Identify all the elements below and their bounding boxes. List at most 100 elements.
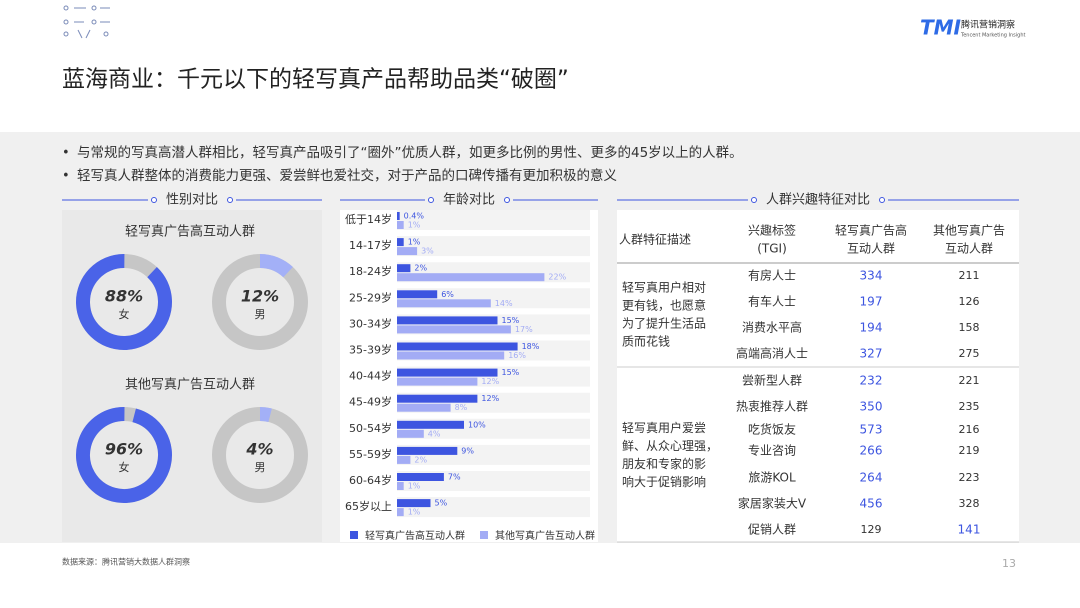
bar (397, 238, 404, 247)
bar (397, 299, 491, 308)
value-label: 12% (481, 377, 499, 386)
donut-label: 88% (105, 287, 143, 306)
interest-tag: 高端高消人士 (736, 346, 808, 361)
tgi-value: 129 (861, 523, 882, 536)
y-tick-label: 35-39岁 (349, 343, 392, 357)
value-label: 0.4% (404, 212, 425, 221)
value-label: 8% (455, 403, 468, 412)
bar (397, 351, 505, 360)
y-tick-label: 25-29岁 (349, 290, 392, 304)
interest-tag: 促销人群 (748, 523, 796, 537)
bar (397, 290, 438, 299)
row-stripe (397, 497, 590, 518)
y-tick-label: 18-24岁 (349, 264, 392, 278)
group-description: 轻写真用户爱尝 (622, 420, 706, 435)
y-tick-label: 低于14岁 (345, 212, 392, 226)
donut-arc (212, 254, 308, 350)
interest-tag: 消费水平高 (742, 320, 802, 335)
tgi-value: 197 (860, 295, 883, 309)
interest-tag: 有车人士 (748, 294, 796, 309)
donut-label: 96% (105, 440, 143, 459)
bar (397, 508, 404, 517)
row-stripe (397, 210, 590, 230)
value-label: 12% (481, 394, 499, 403)
bar (397, 403, 451, 412)
donut-arc (212, 407, 308, 503)
tgi-value: 275 (959, 347, 980, 360)
tgi-value: 235 (959, 400, 980, 413)
bar (397, 212, 400, 220)
tgi-value: 158 (959, 321, 980, 334)
section-gap (147, 192, 237, 208)
legend-label: 轻写真广告高互动人群 (365, 529, 465, 542)
bar (397, 377, 478, 386)
bar (397, 368, 498, 377)
interest-tag: 热衷推荐人群 (736, 399, 808, 414)
bar (397, 473, 444, 481)
value-label: 15% (502, 316, 520, 325)
tgi-value: 223 (959, 471, 980, 484)
group-description: 为了提升生活品 (622, 316, 706, 331)
bar (397, 316, 498, 325)
section-gap (424, 192, 514, 208)
tgi-value: 141 (958, 523, 981, 537)
section-dot (427, 197, 434, 203)
section-title: 性别对比 (166, 193, 218, 208)
donut-category: 男 (255, 308, 266, 321)
tgi-value: 327 (860, 347, 883, 361)
section-gap (747, 192, 889, 208)
y-tick-label: 50-54岁 (349, 421, 392, 435)
tgi-value: 264 (860, 471, 883, 485)
y-tick-label: 65岁以上 (345, 499, 392, 513)
value-label: 18% (522, 342, 540, 351)
donut-label: 4% (245, 440, 273, 459)
donut-arc (76, 407, 172, 503)
interest-tag: 有房人士 (748, 268, 796, 283)
y-tick-label: 55-59岁 (349, 447, 392, 461)
bar (397, 247, 418, 256)
donut-category: 女 (119, 307, 130, 321)
y-tick-label: 45-49岁 (349, 395, 392, 409)
value-label: 1% (408, 508, 421, 517)
group-description: 更有钱，也愿意 (622, 298, 706, 313)
table-panel (617, 210, 1019, 542)
value-label: 1% (408, 221, 421, 230)
group-description: 质而花钱 (622, 334, 670, 349)
column-header: 其他写真广告 (933, 224, 1005, 238)
value-label: 1% (408, 238, 421, 247)
legend-swatch (350, 531, 358, 539)
value-label: 5% (435, 499, 448, 508)
interest-tag: 旅游KOL (748, 471, 796, 485)
value-label: 17% (515, 325, 533, 334)
column-header: 人群特征描述 (619, 232, 691, 247)
bullet-dot: • (62, 169, 70, 184)
section-dot (227, 197, 234, 203)
tgi-value: 328 (959, 497, 980, 510)
section-dot (150, 197, 157, 203)
value-label: 6% (441, 290, 454, 299)
section-dot (504, 197, 511, 203)
tgi-value: 350 (860, 400, 883, 414)
value-label: 2% (414, 264, 427, 273)
value-label: 2% (414, 455, 427, 464)
value-label: 14% (495, 299, 513, 308)
pie-title: 其他写真广告互动人群 (125, 378, 255, 393)
tgi-value: 334 (860, 269, 883, 283)
bar (397, 455, 411, 464)
page-title: 蓝海商业：千元以下的轻写真产品帮助品类“破圈” (62, 67, 569, 93)
interest-tag: 尝新型人群 (742, 373, 802, 388)
bullet: 与常规的写真高潜人群相比，轻写真产品吸引了“圈外”优质人群，如更多比例的男性、更… (77, 144, 743, 161)
donut-category: 女 (119, 460, 130, 474)
bar (397, 499, 431, 508)
y-tick-label: 14-17岁 (349, 238, 392, 252)
bar (397, 420, 464, 429)
bullet-dot: • (62, 146, 70, 161)
y-tick-label: 40-44岁 (349, 369, 392, 383)
bar (397, 446, 458, 455)
tgi-value: 232 (860, 374, 883, 388)
column-header: 兴趣标签 (748, 223, 796, 238)
bar (397, 325, 511, 334)
tgi-value: 216 (959, 423, 980, 436)
